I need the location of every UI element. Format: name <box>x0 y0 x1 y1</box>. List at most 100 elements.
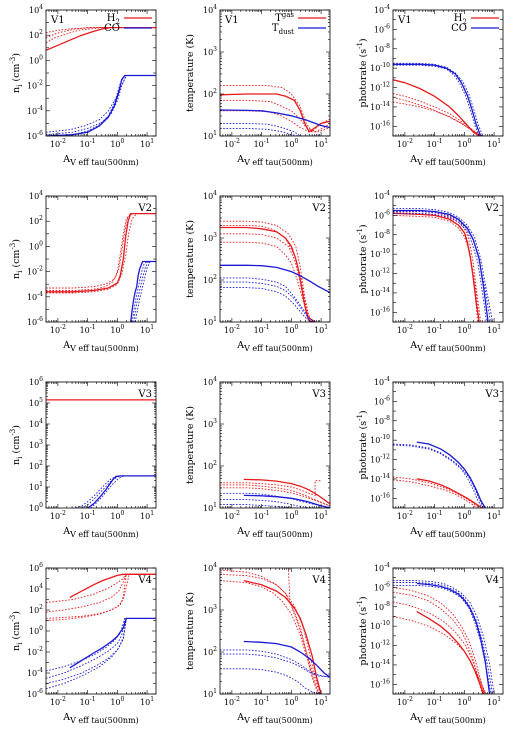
y-tick-label: 10-8 <box>374 229 390 240</box>
series-tgas-dotted <box>220 573 322 694</box>
y-axis-label: temperature (K) <box>185 220 196 298</box>
series-h2-dotted <box>393 212 480 322</box>
y-tick-label: 104 <box>203 562 217 573</box>
y-axis-label: ni (cm-3) <box>9 425 24 465</box>
y-tick-label: 104 <box>29 190 43 201</box>
series-tdust-solid <box>220 109 330 129</box>
series-group <box>393 441 486 508</box>
y-tick-label: 10-4 <box>374 376 390 387</box>
y-tick-label: 106 <box>29 376 43 387</box>
y-tick-label: 10-16 <box>370 678 390 689</box>
x-tick-label: 100 <box>284 324 298 335</box>
series-group <box>46 212 156 322</box>
series-tgas-dotted <box>220 484 330 507</box>
series-h2-solid <box>416 611 485 694</box>
series-co-dotted <box>393 584 492 694</box>
series-h2-dotted <box>46 573 156 604</box>
series-co-dotted <box>393 62 484 136</box>
legend-label: CO <box>451 23 467 34</box>
y-tick-label: 101 <box>203 502 217 513</box>
y-tick-label: 102 <box>29 460 43 471</box>
x-tick-label: 10-2 <box>50 510 66 521</box>
y-tick-label: 100 <box>29 240 43 251</box>
series-tgas-dotted <box>220 85 330 133</box>
series-group <box>393 208 494 322</box>
series-group <box>46 573 156 690</box>
series-co-dotted <box>393 444 483 508</box>
plot-frame <box>219 381 331 509</box>
panel-v3-density: 10-2 10-1 100 101 100 101 102 103 104 105 106 AV ef… <box>9 376 157 539</box>
x-tick-label: 10-1 <box>80 324 96 335</box>
series-h2-dotted <box>46 213 156 289</box>
panel-v2-temperature: 10-2 10-1 100 101 101 102 103 104 AV eff tau(500… <box>185 190 331 353</box>
x-tick-label: 10-1 <box>427 510 443 521</box>
y-tick-label: 10-14 <box>370 659 390 670</box>
y-tick-label: 106 <box>29 562 43 573</box>
y-tick-label: 102 <box>29 215 43 226</box>
series-tdust-dotted <box>220 649 330 678</box>
series-tgas-dotted <box>220 224 314 322</box>
y-tick-label: 103 <box>29 439 43 450</box>
series-co-solid <box>69 617 156 669</box>
y-tick-label: 100 <box>29 502 43 513</box>
x-tick-label: 10-2 <box>50 138 66 149</box>
series-group <box>393 62 486 136</box>
series-group <box>220 568 330 694</box>
x-axis-label: AV eff tau(500nm) <box>62 712 139 725</box>
series-co-dotted <box>393 208 494 322</box>
series-tgas-dotted <box>220 220 316 322</box>
y-tick-label: 10-6 <box>374 209 390 220</box>
x-tick-label: 100 <box>110 138 124 149</box>
y-axis-label: ni (cm-3) <box>9 611 24 651</box>
x-tick-label: 101 <box>487 510 501 521</box>
y-tick-label: 10-16 <box>370 492 390 503</box>
series-tdust-dotted <box>220 277 316 322</box>
y-tick-label: 10-8 <box>374 601 390 612</box>
x-tick-label: 101 <box>314 324 328 335</box>
series-co-dotted <box>133 261 156 322</box>
y-tick-label: 10-12 <box>370 268 390 279</box>
panel-row-label: V4 <box>311 575 326 586</box>
series-tdust-solid <box>220 264 330 294</box>
series-group <box>220 478 330 508</box>
plot-frame <box>392 9 504 137</box>
y-tick-label: 103 <box>203 604 217 615</box>
series-co-solid <box>87 475 156 508</box>
series-tgas-solid <box>243 579 322 694</box>
series-h2-dotted <box>46 27 156 34</box>
x-tick-label: 10-2 <box>397 324 413 335</box>
series-tdust-dotted <box>220 281 317 322</box>
series-tdust-dotted <box>220 287 314 322</box>
series-h2-dotted <box>393 214 479 322</box>
y-tick-label: 105 <box>29 397 43 408</box>
y-tick-label: 101 <box>203 130 217 141</box>
series-co-dotted <box>393 212 488 322</box>
panel-row-label: V2 <box>484 203 499 214</box>
series-co-dotted <box>90 475 156 508</box>
panel-v3-photorate: 10-2 10-1 100 101 10-16 10-14 10-12 10-10 10-8 10… <box>356 376 504 539</box>
panel-v2-density: 10-2 10-1 100 101 10-6 10-4 10-2 100 102 104 AV ef… <box>9 190 157 353</box>
series-group <box>46 399 156 508</box>
y-tick-label: 101 <box>29 481 43 492</box>
panel-v4-photorate: 10-2 10-1 100 101 10-16 10-14 10-12 10-10 10-8 10… <box>356 562 504 725</box>
y-tick-label: 10-14 <box>370 101 390 112</box>
y-tick-label: 102 <box>203 460 217 471</box>
x-tick-label: 101 <box>140 324 154 335</box>
y-tick-label: 10-12 <box>370 82 390 93</box>
series-tgas-dotted <box>220 99 330 133</box>
series-tdust-dotted <box>220 668 322 694</box>
x-tick-label: 101 <box>140 510 154 521</box>
y-tick-label: 10-4 <box>374 190 390 201</box>
plot-frame <box>45 567 157 695</box>
series-co-dotted <box>81 475 156 508</box>
panel-v4-temperature: 10-2 10-1 100 101 101 102 103 104 AV eff tau(500… <box>185 562 331 725</box>
x-tick-label: 10-1 <box>427 696 443 707</box>
series-h2-dotted <box>393 476 480 508</box>
y-tick-label: 10-14 <box>370 287 390 298</box>
x-tick-label: 100 <box>284 510 298 521</box>
x-tick-label: 101 <box>487 324 501 335</box>
y-tick-label: 104 <box>29 418 43 429</box>
series-co-dotted <box>131 261 156 322</box>
y-tick-label: 100 <box>29 625 43 636</box>
series-tgas-solid <box>220 93 330 133</box>
